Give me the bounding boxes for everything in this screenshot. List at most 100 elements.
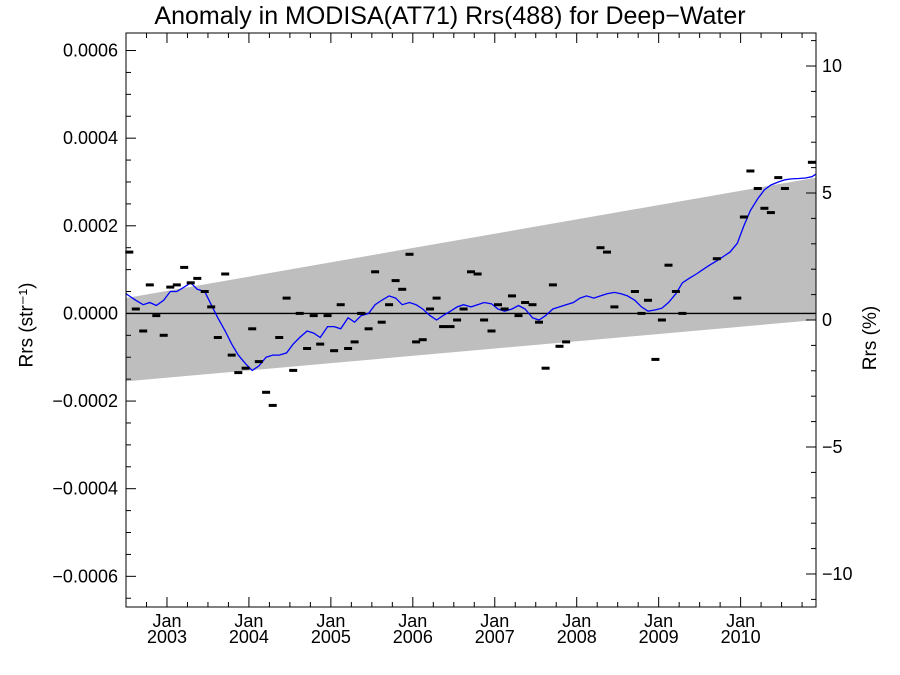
data-point xyxy=(248,327,257,331)
y-right-tick-label: −10 xyxy=(822,564,853,584)
data-point xyxy=(364,327,373,331)
data-point xyxy=(139,329,148,333)
data-point xyxy=(234,371,243,375)
data-point xyxy=(766,211,775,215)
y-right-tick-label: 0 xyxy=(822,310,832,330)
data-point xyxy=(528,303,537,307)
data-point xyxy=(405,252,414,256)
data-point xyxy=(426,307,434,311)
data-point xyxy=(467,270,475,274)
data-point xyxy=(473,272,482,276)
data-point xyxy=(268,403,277,407)
data-point xyxy=(371,270,380,274)
data-point xyxy=(418,338,427,342)
data-point xyxy=(398,287,407,291)
x-tick-month-label: Jan xyxy=(644,611,673,631)
x-tick-month-label: Jan xyxy=(562,611,591,631)
data-point xyxy=(385,303,394,307)
data-point xyxy=(439,325,448,329)
trend-line-layer xyxy=(125,173,817,372)
y-left-tick-label: −0.0004 xyxy=(52,479,118,499)
x-tick-year-label: 2006 xyxy=(393,627,433,647)
data-point xyxy=(637,311,646,315)
data-point xyxy=(671,290,680,293)
data-point xyxy=(514,314,523,318)
data-point xyxy=(295,311,304,315)
data-point xyxy=(303,347,312,350)
data-point xyxy=(453,318,462,322)
data-point xyxy=(200,290,209,293)
y-left-tick-label: −0.0002 xyxy=(52,391,118,411)
data-point xyxy=(193,276,202,280)
data-point xyxy=(221,272,230,276)
data-point xyxy=(309,314,318,318)
data-point xyxy=(521,301,530,304)
data-point xyxy=(657,318,666,322)
data-point xyxy=(186,281,195,285)
x-tick-month-label: Jan xyxy=(234,611,263,631)
data-point xyxy=(289,368,298,372)
data-point xyxy=(733,296,742,300)
data-point xyxy=(541,366,550,370)
data-point xyxy=(377,320,386,324)
data-point xyxy=(125,250,134,254)
data-point xyxy=(664,263,673,267)
data-point xyxy=(480,318,489,322)
trend-line xyxy=(125,173,817,372)
data-point xyxy=(630,290,639,293)
data-point xyxy=(562,340,571,344)
x-tick-month-label: Jan xyxy=(398,611,427,631)
data-point xyxy=(760,206,769,210)
data-point xyxy=(159,333,168,337)
x-tick-year-label: 2008 xyxy=(557,627,597,647)
data-point xyxy=(282,296,291,300)
data-point xyxy=(316,342,325,346)
data-point xyxy=(746,169,755,173)
data-point xyxy=(241,366,250,370)
data-point xyxy=(152,314,161,318)
x-tick-year-label: 2005 xyxy=(311,627,351,647)
data-point xyxy=(753,187,762,190)
data-point xyxy=(678,311,687,315)
data-point xyxy=(432,296,441,300)
y-left-tick-label: −0.0006 xyxy=(52,566,118,586)
y-left-tick-label: 0.0000 xyxy=(63,303,118,323)
data-point xyxy=(610,305,619,309)
data-point xyxy=(500,307,509,311)
data-point xyxy=(131,307,140,311)
data-point xyxy=(336,303,345,307)
uncertainty-band xyxy=(126,177,816,382)
data-point xyxy=(555,344,564,348)
data-point xyxy=(535,320,543,324)
data-point xyxy=(548,283,557,287)
data-point xyxy=(172,283,181,287)
data-point xyxy=(739,215,748,219)
x-tick-year-label: 2004 xyxy=(229,627,269,647)
data-point xyxy=(350,340,359,344)
y-left-tick-label: 0.0004 xyxy=(63,128,118,148)
y-right-tick-label: −5 xyxy=(822,437,843,457)
ticks-layer: −0.0006 −0.0004 −0.0002 0.0000 0.0002 0.0004 0… xyxy=(52,33,853,647)
x-tick-year-label: 2003 xyxy=(147,627,187,647)
data-point xyxy=(207,305,216,309)
data-point xyxy=(330,349,339,353)
x-tick-month-label: Jan xyxy=(152,611,181,631)
data-point xyxy=(712,257,721,261)
y-left-tick-label: 0.0006 xyxy=(63,41,118,61)
data-point xyxy=(166,285,175,289)
y-left-tick-label: 0.0002 xyxy=(63,216,118,236)
data-point xyxy=(446,325,455,329)
data-point xyxy=(494,303,502,307)
data-point xyxy=(487,329,496,333)
data-point xyxy=(596,246,605,250)
x-tick-month-label: Jan xyxy=(480,611,509,631)
x-tick-year-label: 2009 xyxy=(639,627,679,647)
data-point xyxy=(780,187,789,190)
x-tick-year-label: 2007 xyxy=(475,627,515,647)
data-point xyxy=(213,336,222,339)
chart-title: Anomaly in MODISA(AT71) Rrs(488) for Dee… xyxy=(154,2,746,30)
data-point xyxy=(145,283,154,287)
data-points-layer xyxy=(125,160,816,407)
x-tick-year-label: 2010 xyxy=(721,627,761,647)
